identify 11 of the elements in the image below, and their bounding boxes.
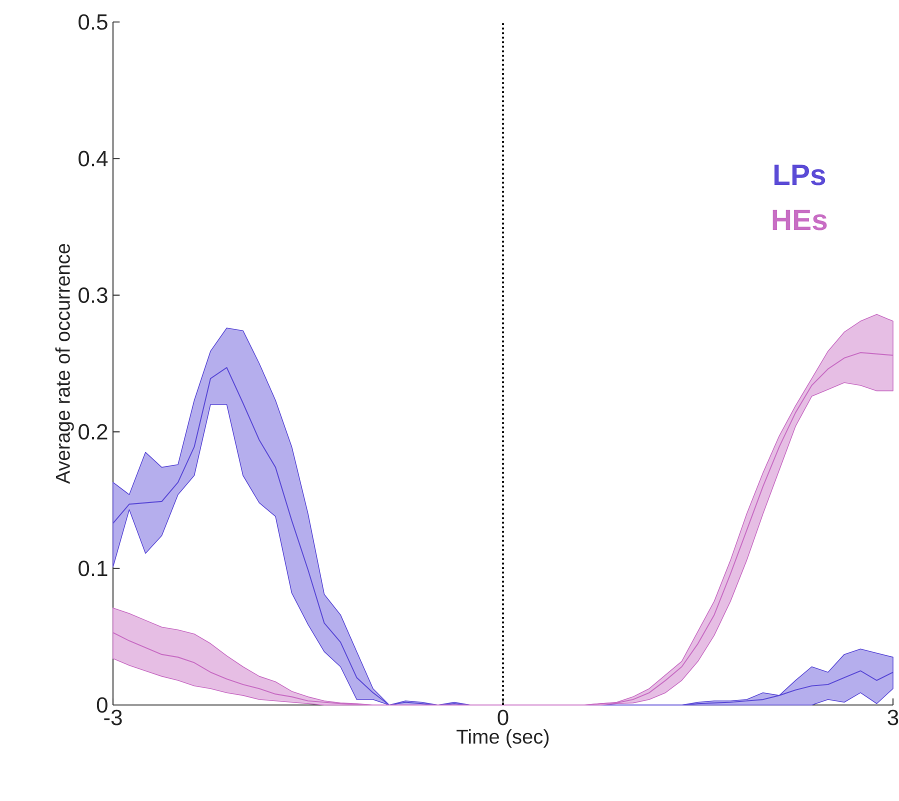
x-tick-label: 3	[888, 710, 898, 726]
y-tick-label: 0.3	[78, 287, 108, 303]
y-tick-label: 0.1	[78, 560, 108, 576]
y-tick-label: 0.4	[78, 150, 108, 166]
y-tick-label: 0.5	[78, 14, 108, 30]
x-tick-label: 0	[498, 710, 508, 726]
x-axis-title: Time (sec)	[456, 729, 549, 748]
text: HEs	[772, 210, 827, 230]
y-tick-label: 0.2	[78, 424, 108, 440]
y-axis-title: Average rate of occurrence	[55, 244, 74, 484]
text: LPs	[774, 164, 826, 186]
